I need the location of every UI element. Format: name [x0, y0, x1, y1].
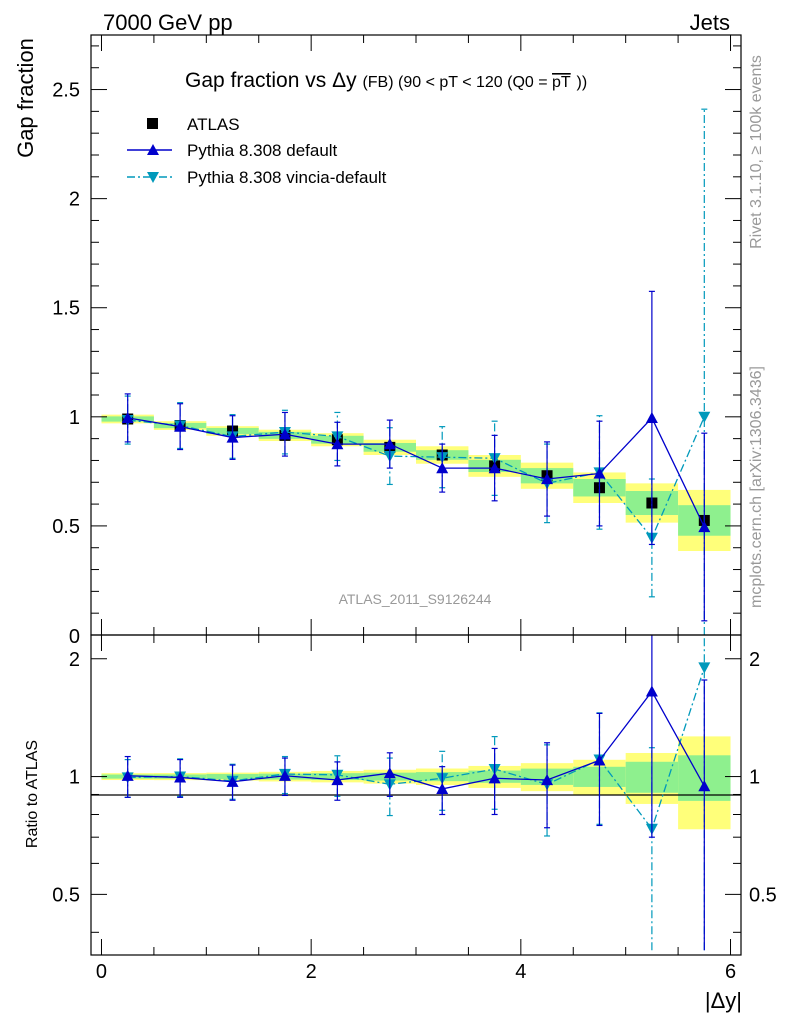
ratio-y-tick-label-right: 2	[749, 649, 760, 671]
x-tick-label: 6	[725, 961, 736, 983]
main-series-layer	[121, 108, 711, 635]
axes-layer: 0 2 4 60.511.522.500.5 0.51 12 2	[52, 35, 777, 983]
main-y-tick-label-zero: 0	[69, 626, 80, 648]
default-ratio-marker	[645, 685, 658, 697]
default-ratio-marker	[593, 754, 606, 766]
main-y-tick-label: 0.5	[52, 516, 80, 538]
x-tick-label: 2	[306, 961, 317, 983]
legend: ATLAS Pythia 8.308 default Pythia 8.308 …	[127, 115, 387, 187]
ratio-y-tick-label-right: 0.5	[749, 884, 777, 906]
legend-atlas-marker	[147, 118, 158, 129]
default-main-marker	[488, 462, 501, 474]
default-ratio-marker	[226, 775, 239, 787]
main-y-tick-label: 2.5	[52, 80, 80, 102]
default-ratio-marker	[331, 773, 344, 786]
default-main-marker	[121, 411, 134, 424]
vincia-main-marker	[698, 411, 711, 423]
header-left: 7000 GeV pp	[103, 10, 233, 35]
legend-vincia-marker	[147, 172, 159, 183]
default-main-marker	[541, 473, 554, 485]
ratio-y-tick-label-right: 1	[749, 767, 760, 789]
default-ratio-marker	[121, 769, 134, 781]
chart-title: Gap fraction vs Δy (FB) (90 < pT < 120 (…	[185, 69, 587, 92]
default-ratio-marker	[278, 769, 291, 781]
main-y-tick-label: 1.5	[52, 298, 80, 320]
ratio-panel-frame	[90, 634, 742, 956]
title-pt: pT	[552, 74, 571, 91]
default-main-marker	[645, 411, 658, 424]
ratio-y-label: Ratio to ATLAS	[24, 740, 41, 848]
ratio-y-tick-label: 1	[69, 767, 80, 789]
ratio-series-layer	[121, 635, 711, 951]
default-main-marker	[436, 462, 449, 474]
x-tick-label: 0	[96, 961, 107, 983]
x-tick-label: 4	[515, 961, 526, 983]
legend-default-label: Pythia 8.308 default	[187, 141, 338, 160]
default-main-marker	[174, 420, 187, 432]
legend-vincia-label: Pythia 8.308 vincia-default	[187, 168, 387, 187]
default-ratio-marker	[436, 782, 449, 795]
analysis-watermark: ATLAS_2011_S9126244	[339, 591, 492, 607]
default-ratio-marker	[698, 780, 711, 792]
default-ratio-line	[127, 690, 705, 790]
default-ratio-marker	[488, 772, 501, 784]
title-tail: (FB) (90 < pT < 120 (Q0 =	[362, 74, 552, 91]
default-main-line	[127, 416, 705, 528]
default-ratio-marker	[383, 767, 396, 779]
default-main-marker	[383, 438, 396, 450]
vincia-ratio-marker	[698, 662, 711, 674]
title-end: ))	[577, 74, 588, 91]
default-main-marker	[331, 438, 344, 450]
main-y-label: Gap fraction	[13, 38, 38, 158]
default-main-marker	[278, 428, 291, 440]
header-right: Jets	[690, 10, 730, 35]
rivet-version: Rivet 3.1.10, ≥ 100k events	[748, 55, 765, 249]
default-main-marker	[593, 467, 606, 479]
mcplots-reference: mcplots.cern.ch [arXiv:1306.3436]	[748, 366, 765, 608]
main-y-tick-label: 2	[69, 189, 80, 211]
title-main: Gap fraction vs	[185, 69, 326, 92]
vincia-ratio-line	[127, 667, 705, 831]
x-axis-label: |Δy|	[705, 988, 742, 1013]
default-ratio-marker	[174, 771, 187, 783]
main-y-tick-label: 1	[69, 407, 80, 429]
legend-atlas-label: ATLAS	[187, 115, 240, 134]
ratio-y-tick-label: 2	[69, 649, 80, 671]
legend-default-marker	[147, 144, 159, 155]
default-ratio-marker	[541, 773, 554, 786]
default-main-marker	[226, 431, 239, 443]
ratio-uncertainty-bands	[101, 736, 731, 830]
title-symbol: Δy	[332, 69, 357, 92]
ratio-y-tick-label: 0.5	[52, 884, 80, 906]
default-main-marker	[698, 521, 711, 533]
